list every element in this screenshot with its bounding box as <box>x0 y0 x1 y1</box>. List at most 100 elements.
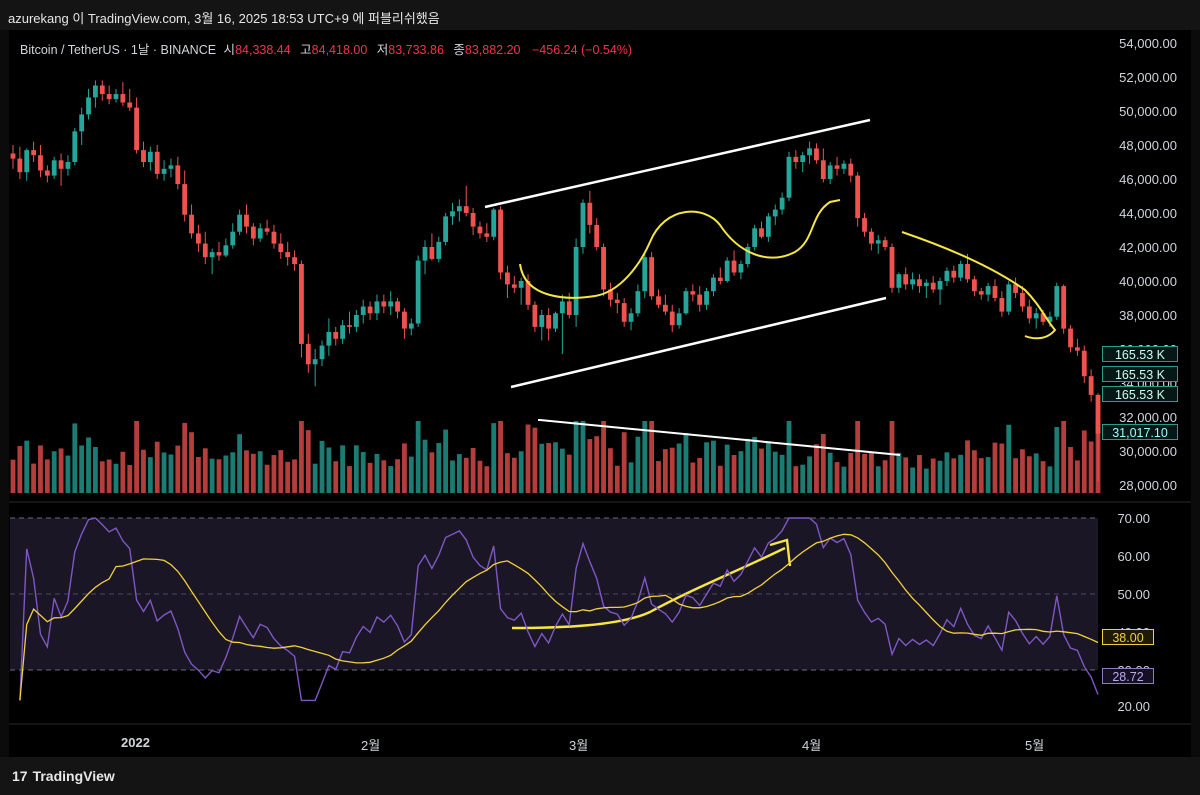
candle-body <box>38 155 43 171</box>
candle-body <box>717 277 723 281</box>
volume-bar <box>917 455 922 493</box>
volume-bar <box>587 439 593 493</box>
candle-body <box>319 345 325 360</box>
tradingview-brand[interactable]: 17 TradingView <box>12 768 115 784</box>
volume-bar <box>1068 447 1073 493</box>
candle-body <box>649 257 655 297</box>
candle-body <box>518 281 524 288</box>
volume-bar <box>154 441 160 493</box>
price-tick: 40,000.00 <box>1119 274 1177 289</box>
volume-bar <box>855 421 861 493</box>
volume-bar <box>649 421 655 493</box>
candle-body <box>44 170 50 176</box>
candle-body <box>896 274 902 288</box>
candle-body <box>340 325 346 339</box>
candle-body <box>374 301 380 314</box>
close-value: 83,882.20 <box>464 43 521 57</box>
brand-name: TradingView <box>32 768 115 784</box>
volume-bar <box>903 457 909 493</box>
candle-body <box>99 85 105 94</box>
candle-body <box>333 332 339 339</box>
volume-bar <box>106 459 112 493</box>
candle-body <box>827 165 833 179</box>
last-price-tag: 31,017.10 <box>1102 424 1178 440</box>
candle-body <box>86 97 91 115</box>
symbol-legend[interactable]: Bitcoin / TetherUS · 1날 · BINANCE 시84,33… <box>20 39 632 58</box>
candle-body <box>250 226 256 239</box>
candle-body <box>958 264 964 278</box>
candle-body <box>147 151 153 162</box>
price-tick: 46,000.00 <box>1119 172 1177 187</box>
candle-body <box>553 313 558 329</box>
candle-body <box>903 274 909 285</box>
volume-bar <box>395 459 400 493</box>
volume-bar <box>285 461 291 493</box>
volume-bar <box>319 440 325 493</box>
candle-body <box>175 165 181 185</box>
volume-bar <box>738 451 744 493</box>
volume-bar <box>477 460 483 493</box>
time-tick: 2월 <box>361 738 381 753</box>
candle-body <box>292 257 297 264</box>
volume-bar <box>484 466 490 493</box>
volume-bar <box>656 461 661 493</box>
candle-body <box>848 163 854 176</box>
volume-bar <box>1047 466 1053 493</box>
close-label: 종 <box>453 43 465 57</box>
rsi-ma-tag: 38.00 <box>1102 629 1154 645</box>
candle-body <box>800 155 806 162</box>
candle-body <box>58 160 64 169</box>
volume-bar <box>72 423 78 493</box>
volume-bar <box>930 458 936 493</box>
candle-body <box>271 231 277 244</box>
volume-bar <box>971 450 977 493</box>
candle-body <box>429 247 435 259</box>
candle-body <box>223 245 229 256</box>
candle-body <box>106 94 112 100</box>
candle-body <box>1026 306 1032 319</box>
volume-bar <box>731 455 737 493</box>
candle-body <box>1047 316 1053 322</box>
volume-bar <box>676 443 682 493</box>
candle-body <box>484 233 490 237</box>
volume-bar <box>209 458 215 493</box>
candle-body <box>72 131 78 162</box>
volume-bar <box>1006 424 1012 493</box>
volume-bar <box>532 427 538 493</box>
candle-body <box>765 216 771 237</box>
volume-bar <box>237 434 243 493</box>
candle-body <box>216 252 222 256</box>
candle-body <box>786 156 792 198</box>
volume-bar <box>44 459 50 493</box>
volume-bar <box>51 451 57 493</box>
volume-bar <box>539 443 545 493</box>
candle-body <box>882 240 888 247</box>
volume-bar <box>196 456 201 493</box>
volume-bar <box>875 466 881 493</box>
volume-bar <box>299 421 304 493</box>
candle-body <box>985 286 991 295</box>
volume-bar <box>965 440 970 493</box>
volume-bar <box>422 439 428 493</box>
volume-bar <box>38 445 43 493</box>
volume-bar <box>436 442 442 493</box>
candle-body <box>539 315 545 327</box>
candle-body <box>353 315 359 327</box>
volume-bar <box>1040 461 1046 493</box>
candle-body <box>580 202 586 247</box>
volume-bar <box>573 421 579 493</box>
volume-bar <box>1074 460 1080 493</box>
volume-price-tag: 165.53 K <box>1102 366 1178 382</box>
candle-body <box>566 301 572 315</box>
symbol-name[interactable]: Bitcoin / TetherUS · 1날 · BINANCE <box>20 43 217 57</box>
volume-bar <box>601 421 606 493</box>
candle-body <box>711 277 716 292</box>
candle-body <box>1020 292 1025 307</box>
candle-body <box>642 257 648 292</box>
rsi-ma-line <box>19 533 1099 701</box>
volume-bar <box>491 423 497 493</box>
candle-body <box>31 150 37 156</box>
volume-bar <box>848 453 854 493</box>
volume-bar <box>704 442 709 493</box>
